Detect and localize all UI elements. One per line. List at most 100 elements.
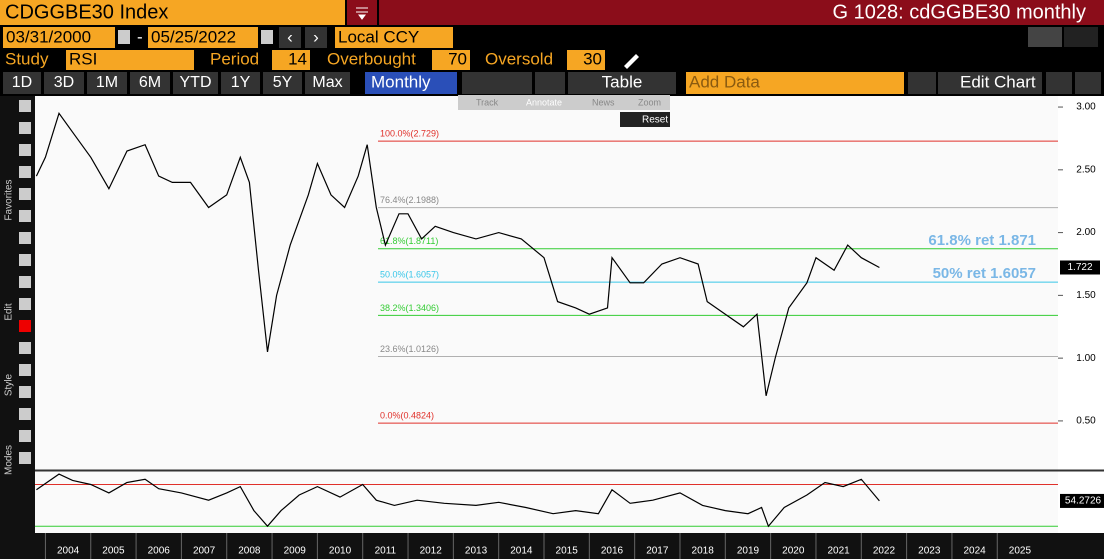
last-price: 1.722 <box>1067 262 1092 273</box>
end-date[interactable] <box>148 27 258 48</box>
range-label: YTD <box>180 74 212 91</box>
side-section-label: Favorites <box>4 179 15 220</box>
range-label: 1Y <box>231 74 251 91</box>
overbought-box[interactable] <box>432 50 470 70</box>
overbought: 70 <box>448 49 467 68</box>
range-button[interactable] <box>130 72 170 94</box>
range-label: 3D <box>54 74 74 91</box>
x-tick-label: 2013 <box>465 546 488 557</box>
start-date[interactable] <box>3 27 115 48</box>
rsi-line <box>36 473 880 528</box>
x-tick-label: 2005 <box>102 546 125 557</box>
range-button[interactable] <box>87 72 127 94</box>
window-title: G 1028: cdGGBE30 monthly <box>833 1 1086 23</box>
x-tick-label: 2017 <box>646 546 669 557</box>
tool-icon[interactable] <box>19 166 31 178</box>
tools-button[interactable] <box>1046 72 1072 94</box>
security-box[interactable] <box>0 0 345 25</box>
reset: Reset <box>642 115 668 126</box>
x-tick-label: 2016 <box>601 546 624 557</box>
tool-icon[interactable] <box>19 408 31 420</box>
range-button[interactable] <box>44 72 84 94</box>
x-axis <box>35 533 1104 559</box>
undo-button[interactable] <box>1028 27 1062 47</box>
calendar-icon[interactable] <box>261 30 273 44</box>
oversold-box[interactable] <box>567 50 605 70</box>
study-box[interactable] <box>66 50 194 70</box>
tool-icon[interactable] <box>19 254 31 266</box>
x-tick-label: 2014 <box>510 546 533 557</box>
frequency-button[interactable] <box>365 72 457 94</box>
tool-icon[interactable] <box>19 386 31 398</box>
rsi-panel <box>35 471 1058 533</box>
range-label: Max <box>312 74 342 91</box>
range-button[interactable] <box>3 72 41 94</box>
y-tick-label: 3.00 <box>1076 102 1096 113</box>
tool-icon[interactable] <box>19 188 31 200</box>
range-label: 1M <box>96 74 118 91</box>
plot: 0.50 1.00 1.50 2.00 2.50 3.00 100.0%(2.729) 76.… <box>35 102 1104 559</box>
range-button[interactable] <box>305 72 350 94</box>
tool-icon[interactable] <box>19 298 31 310</box>
annotation: 61.8% ret 1.871 <box>928 232 1036 249</box>
range-button[interactable] <box>173 72 218 94</box>
y-tick-label: 0.50 <box>1076 416 1096 427</box>
period-box[interactable] <box>272 50 310 70</box>
fib-label: 23.6%(1.0126) <box>380 344 439 354</box>
tool-icon[interactable] <box>19 100 31 112</box>
floating-tool[interactable]: Zoom <box>638 97 661 107</box>
range-button[interactable] <box>221 72 260 94</box>
x-tick-label: 2022 <box>873 546 896 557</box>
add-data-box[interactable] <box>686 72 904 94</box>
collapse-button[interactable] <box>908 72 936 94</box>
floating-toolbar: Track Annotate News Zoom Reset <box>458 95 670 127</box>
tool-icon[interactable] <box>19 122 31 134</box>
settings-button[interactable] <box>1075 72 1101 94</box>
tool-icon[interactable] <box>19 364 31 376</box>
fib-label: 50.0%(1.6057) <box>380 269 439 279</box>
x-tick-label: 2021 <box>827 546 850 557</box>
tool-icon[interactable] <box>19 210 31 222</box>
floating-tool[interactable]: Track <box>476 97 499 107</box>
y-tick-label: 2.50 <box>1076 164 1096 175</box>
floating-tool[interactable]: News <box>592 97 615 107</box>
reset-button[interactable] <box>620 112 670 127</box>
tool-icon[interactable] <box>19 276 31 288</box>
dropdown[interactable] <box>535 72 565 94</box>
menu-icon <box>356 7 368 20</box>
edit-chart-button[interactable] <box>938 72 1042 94</box>
tool-icon[interactable] <box>19 320 31 332</box>
annotation: 50% ret 1.6057 <box>933 265 1036 282</box>
floating-tool[interactable]: Annotate <box>526 97 562 107</box>
price-line <box>35 111 880 396</box>
tool-icon[interactable] <box>19 430 31 442</box>
fib-label: 76.4%(2.1988) <box>380 195 439 205</box>
tool-icon[interactable] <box>19 232 31 244</box>
next-button[interactable] <box>305 27 327 48</box>
prev-button[interactable] <box>279 27 301 48</box>
prev-icon: ‹ <box>287 27 293 46</box>
range-label: 6M <box>139 74 161 91</box>
range-button[interactable] <box>263 72 302 94</box>
table-button[interactable] <box>568 72 676 94</box>
price-axis <box>1058 96 1104 470</box>
tool-icon[interactable] <box>19 452 31 464</box>
next-icon: › <box>313 27 319 46</box>
tool-icon[interactable] <box>19 342 31 354</box>
x-tick-label: 2018 <box>692 546 715 557</box>
chart-type-buttons[interactable] <box>462 72 532 94</box>
period-label: Period <box>210 49 259 68</box>
fib-label: 0.0%(0.4824) <box>380 410 434 420</box>
y-tick-label: 1.50 <box>1076 290 1096 301</box>
currency-box[interactable] <box>335 27 453 48</box>
redo-button[interactable] <box>1064 27 1098 47</box>
x-tick-label: 2012 <box>420 546 443 557</box>
side-section-label: Edit <box>4 303 15 320</box>
tool-icon[interactable] <box>19 144 31 156</box>
x-tick-label: 2007 <box>193 546 216 557</box>
calendar-icon[interactable] <box>118 30 130 44</box>
x-tick-label: 2010 <box>329 546 352 557</box>
pen-icon[interactable] <box>624 54 639 69</box>
price-panel <box>35 96 1058 470</box>
currency: Local CCY <box>338 27 419 46</box>
